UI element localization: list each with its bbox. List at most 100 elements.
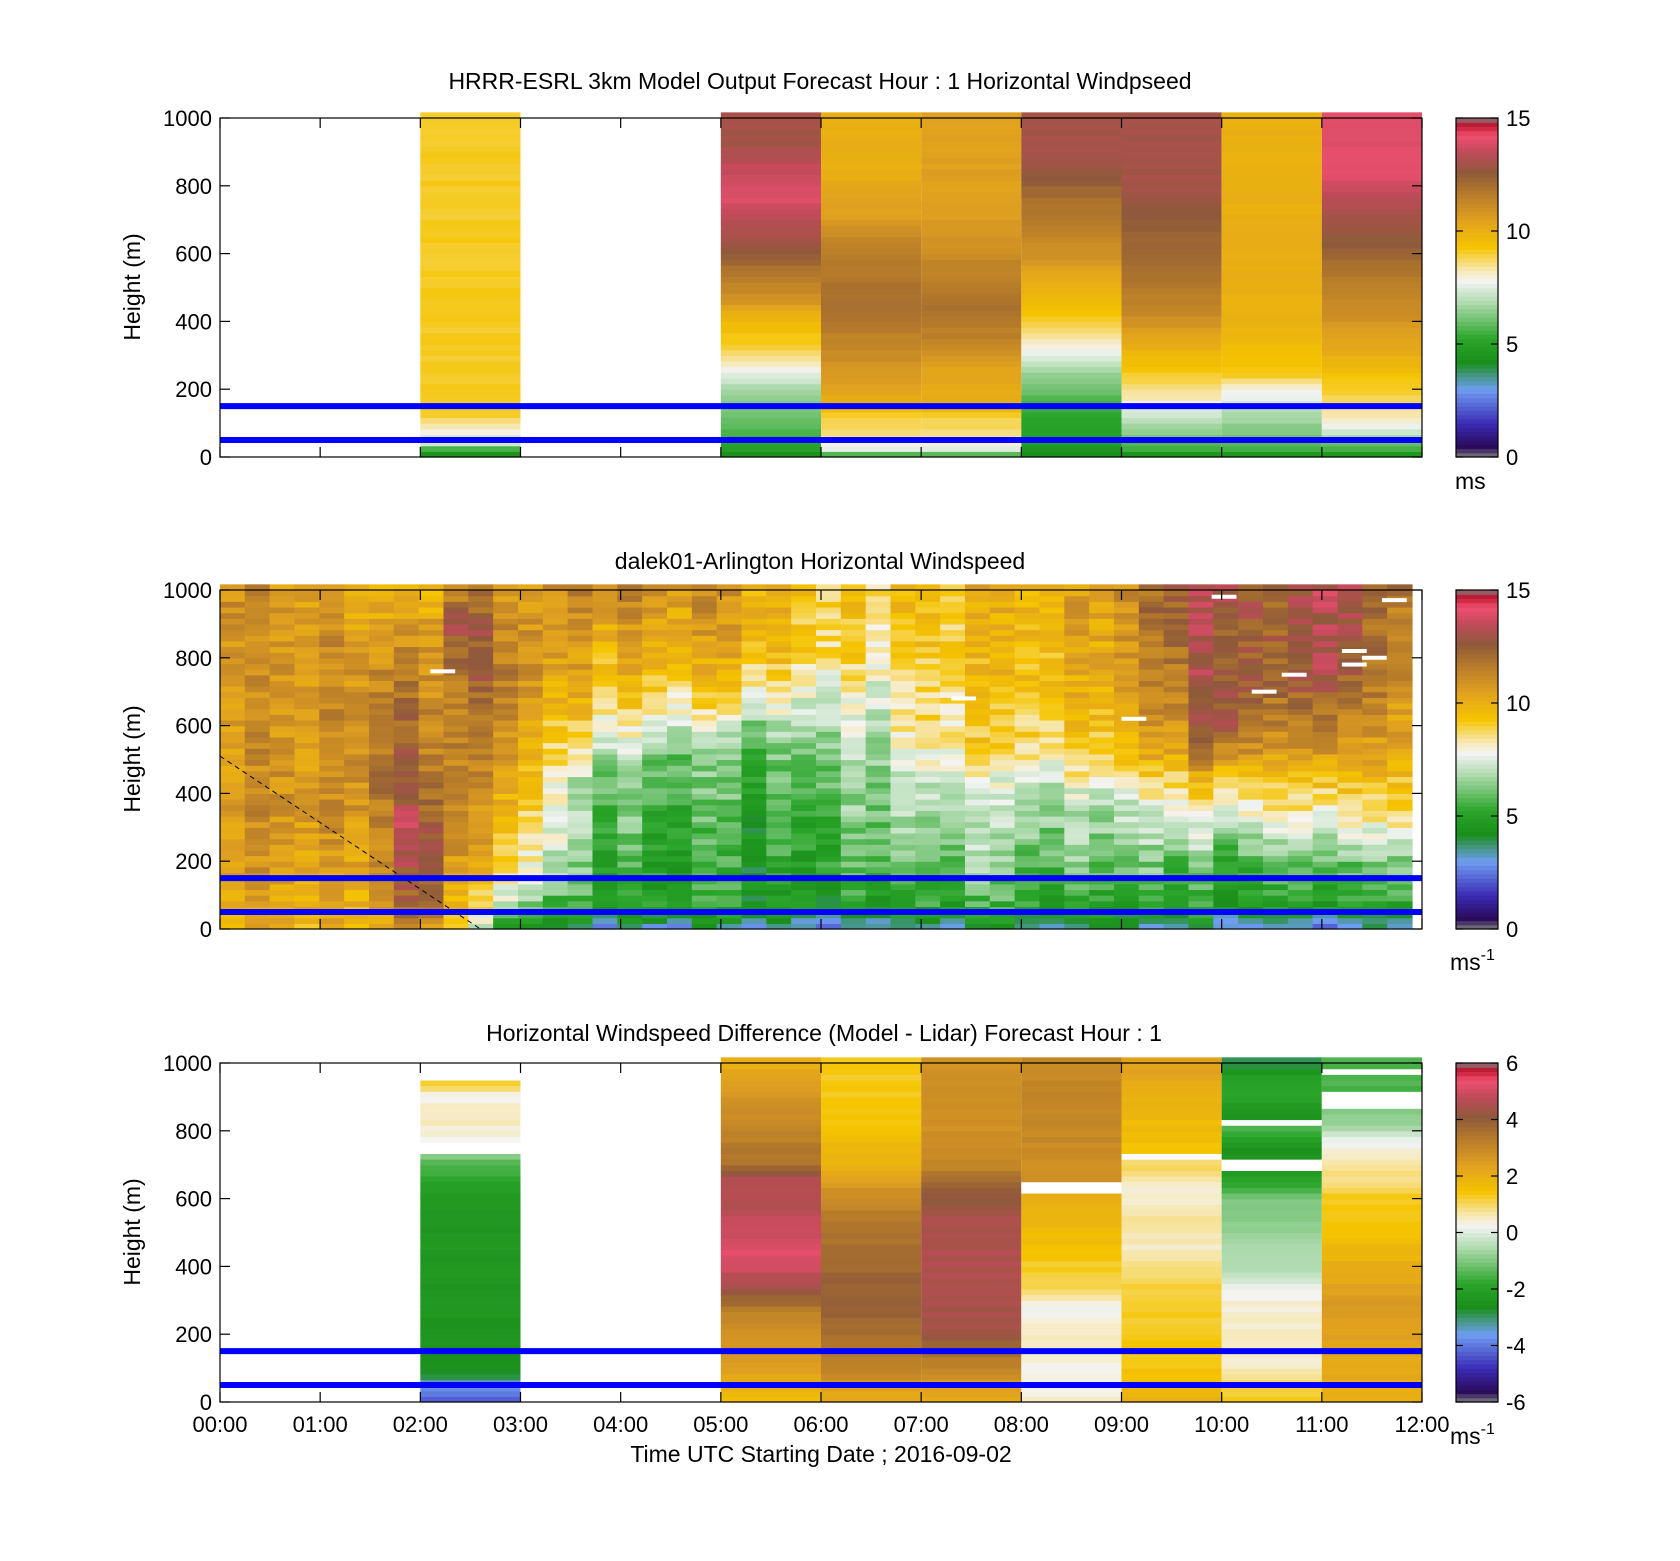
- heatmap-cell: [890, 810, 916, 817]
- heatmap-cell: [617, 770, 643, 778]
- heatmap-cell: [493, 866, 519, 874]
- heatmap-cell: [1021, 1153, 1122, 1160]
- heatmap-cell: [766, 855, 792, 862]
- heatmap-cell: [1014, 742, 1041, 749]
- heatmap-cell: [1113, 635, 1140, 642]
- heatmap-cell: [1089, 719, 1115, 727]
- heatmap-cell: [269, 804, 296, 811]
- heatmap-cell: [1213, 686, 1239, 693]
- heatmap-cell: [418, 917, 445, 924]
- heatmap-cell: [493, 714, 519, 721]
- heatmap-cell: [1089, 810, 1115, 817]
- heatmap-cell: [1312, 827, 1339, 834]
- heatmap-cell: [964, 663, 991, 670]
- heatmap-cell: [393, 635, 420, 642]
- heatmap-cell: [518, 646, 544, 653]
- heatmap-cell: [1221, 344, 1322, 351]
- heatmap-cell: [319, 804, 345, 811]
- heatmap-cell: [821, 253, 922, 260]
- heatmap-cell: [741, 855, 767, 862]
- heatmap-cell: [617, 674, 643, 681]
- heatmap-cell: [617, 816, 643, 823]
- heatmap-cell: [890, 832, 916, 840]
- heatmap-cell: [1238, 640, 1264, 648]
- heatmap-cell: [1089, 753, 1115, 761]
- heatmap-cell: [1312, 584, 1339, 591]
- heatmap-cell: [821, 231, 922, 238]
- heatmap-cell: [1321, 1232, 1422, 1239]
- heatmap-cell: [1121, 1362, 1222, 1369]
- colorbar-cell: [1456, 611, 1498, 617]
- heatmap-cell: [821, 1334, 922, 1341]
- heatmap-cell: [1039, 838, 1065, 845]
- colorbar-cell: [1456, 274, 1498, 280]
- heatmap-cell: [1163, 753, 1190, 761]
- heatmap-cell: [542, 900, 569, 907]
- heatmap-cell: [815, 855, 842, 862]
- heatmap-cell: [1089, 657, 1115, 665]
- heatmap-cell: [1362, 883, 1388, 891]
- heatmap-cell: [642, 827, 668, 834]
- heatmap-cell: [269, 895, 296, 902]
- heatmap-cell: [1138, 635, 1165, 642]
- heatmap-cell: [443, 816, 469, 823]
- heatmap-cell: [1387, 793, 1413, 800]
- heatmap-cell: [1287, 742, 1314, 749]
- heatmap-cell: [815, 759, 842, 766]
- heatmap-cell: [1163, 793, 1190, 800]
- heatmap-cell: [1221, 208, 1322, 215]
- heatmap-cell: [1163, 799, 1190, 806]
- heatmap-cell: [821, 1187, 922, 1194]
- heatmap-cell: [1021, 1187, 1122, 1194]
- heatmap-cell: [1039, 595, 1065, 602]
- heatmap-cell: [468, 844, 494, 851]
- heatmap-cell: [720, 1130, 821, 1138]
- heatmap-cell: [1287, 680, 1314, 687]
- heatmap-cell: [592, 889, 618, 896]
- heatmap-cell: [1213, 759, 1239, 766]
- heatmap-cell: [1287, 635, 1314, 642]
- heatmap-cell: [1321, 140, 1422, 147]
- heatmap-cell: [319, 669, 345, 676]
- heatmap-cell: [1163, 821, 1190, 828]
- heatmap-cell: [1321, 1057, 1422, 1064]
- heatmap-cell: [1021, 355, 1122, 362]
- heatmap-cell: [542, 832, 569, 840]
- heatmap-cell: [1287, 855, 1314, 862]
- heatmap-cell: [294, 753, 320, 761]
- heatmap-cell: [443, 606, 469, 614]
- heatmap-cell: [567, 669, 594, 676]
- heatmap-cell: [642, 612, 668, 619]
- heatmap-cell: [1021, 146, 1122, 153]
- heatmap-cell: [1221, 1085, 1322, 1092]
- heatmap-cell: [1287, 759, 1314, 766]
- heatmap-cell: [294, 646, 320, 653]
- heatmap-cell: [791, 799, 817, 806]
- heatmap-cell: [815, 804, 842, 811]
- heatmap-cell: [815, 821, 842, 828]
- heatmap-cell: [964, 686, 991, 693]
- heatmap-cell: [1121, 208, 1222, 215]
- heatmap-cell: [1113, 821, 1140, 828]
- heatmap-cell: [666, 640, 693, 648]
- heatmap-cell: [865, 804, 892, 811]
- heatmap-cell: [518, 703, 544, 710]
- heatmap-cell: [1121, 1305, 1222, 1313]
- heatmap-cell: [1021, 276, 1122, 283]
- heatmap-cell: [443, 590, 469, 597]
- colorbar-cell: [1456, 147, 1498, 153]
- heatmap-cell: [1287, 753, 1314, 761]
- heatmap-cell: [542, 646, 569, 653]
- heatmap-cell: [766, 799, 792, 806]
- heatmap-cell: [1321, 134, 1422, 142]
- heatmap-cell: [1312, 895, 1339, 902]
- heatmap-cell: [269, 618, 296, 625]
- heatmap-cell: [642, 697, 668, 704]
- colorbar-frame: [1455, 117, 1499, 458]
- heatmap-cell: [989, 878, 1016, 885]
- heatmap-cell: [1337, 736, 1363, 744]
- heatmap-cell: [294, 680, 320, 687]
- heatmap-cell: [344, 680, 370, 687]
- heatmap-cell: [420, 1176, 521, 1183]
- heatmap-cell: [1113, 703, 1140, 710]
